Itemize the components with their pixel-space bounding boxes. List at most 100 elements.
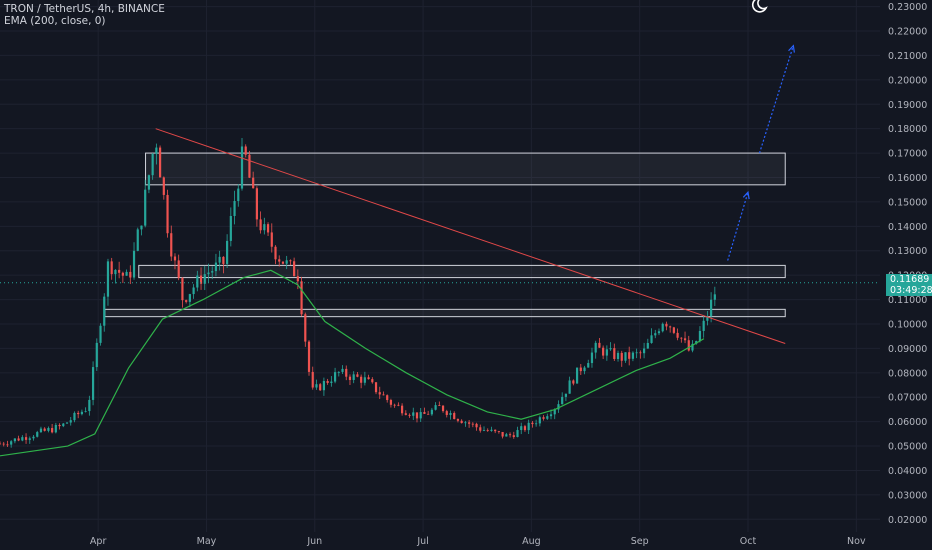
candle-down (289, 260, 292, 262)
candle-down (374, 382, 378, 393)
candle-up (188, 294, 191, 302)
candle-down (389, 400, 393, 405)
candle-up (28, 438, 31, 440)
candle-down (166, 194, 169, 234)
candle-down (423, 412, 426, 414)
moon-icon[interactable] (750, 0, 768, 14)
chart-legend: TRON / TetherUS, 4h, BINANCE EMA (200, c… (4, 3, 165, 27)
candle-up (363, 377, 366, 383)
candle-up (419, 412, 422, 419)
candle-down (367, 377, 370, 380)
candle-down (523, 426, 527, 431)
candle-down (460, 420, 463, 424)
candle-up (88, 399, 91, 412)
candle-up (568, 380, 571, 394)
candle-up (21, 437, 24, 441)
candle-down (345, 368, 348, 377)
price-axis-label: 0.16000 (888, 173, 927, 184)
candle-up (430, 409, 433, 415)
candle-up (95, 342, 98, 368)
candle-down (304, 314, 307, 342)
candle-up (464, 422, 467, 424)
ema-200-line (0, 269, 705, 457)
candle-up (616, 352, 620, 359)
candle-up (125, 271, 128, 276)
candle-down (300, 281, 303, 315)
candle-down (185, 300, 188, 302)
candle-up (609, 348, 612, 350)
candle-down (360, 376, 363, 383)
symbol-title[interactable]: TRON / TetherUS, 4h, BINANCE (4, 3, 165, 15)
price-axis-label: 0.13000 (888, 246, 927, 257)
candle-down (0, 443, 2, 445)
candle-up (214, 262, 218, 272)
candle-up (691, 343, 694, 351)
candle-down (252, 177, 255, 189)
candle-down (475, 423, 478, 428)
candle-up (650, 335, 653, 343)
candle-up (333, 372, 337, 382)
candle-up (635, 352, 638, 354)
time-axis[interactable]: Apr May Jun Jul Aug Sep Oct Nov (0, 532, 932, 550)
candle-down (598, 342, 601, 348)
candle-up (32, 436, 35, 439)
price-axis-label: 0.03000 (888, 490, 927, 501)
projection-arrow-head (788, 44, 795, 53)
candle-up (99, 325, 102, 343)
candle-down (51, 428, 54, 433)
candle-down (400, 405, 404, 414)
candle-down (356, 374, 359, 377)
candle-down (486, 430, 489, 431)
candle-up (710, 299, 713, 317)
price-axis-label: 0.05000 (888, 442, 927, 453)
time-axis-label: Jun (306, 536, 322, 547)
price-axis-label: 0.19000 (888, 100, 927, 111)
last-price-value: 0.11689 (890, 273, 930, 285)
time-axis-label: Aug (522, 536, 541, 547)
candle-down (408, 414, 411, 416)
candle-down (386, 395, 389, 401)
projection-arrows[interactable] (727, 44, 795, 261)
price-axis-label: 0.08000 (888, 368, 927, 379)
candle-down (307, 341, 311, 372)
candle-up (136, 229, 139, 251)
candle-down (199, 275, 203, 284)
candle-up (535, 423, 538, 425)
candle-up (527, 422, 530, 431)
candle-down (348, 376, 352, 380)
price-axis-label: 0.11000 (888, 295, 927, 306)
candle-down (628, 352, 631, 359)
candle-up (147, 175, 151, 190)
price-axis-label: 0.22000 (888, 27, 927, 38)
candle-up (73, 412, 76, 421)
candle-down (542, 417, 545, 419)
candle-up (10, 441, 13, 445)
descending-trendline[interactable] (155, 128, 786, 344)
price-axis-label: 0.18000 (888, 124, 927, 135)
candle-down (471, 423, 474, 425)
candle-up (575, 367, 579, 384)
candle-down (456, 419, 460, 421)
candle-up (226, 240, 229, 264)
price-axis-label: 0.06000 (888, 417, 927, 428)
ema-indicator-label[interactable]: EMA (200, close, 0) (4, 15, 106, 27)
candle-up (698, 330, 702, 342)
candle-down (497, 431, 500, 432)
candle-down (326, 380, 329, 383)
candle-up (702, 320, 705, 331)
chart-grid (0, 0, 880, 532)
candle-up (657, 331, 661, 334)
candle-down (58, 424, 61, 427)
candle-up (557, 404, 560, 410)
candle-up (546, 416, 549, 419)
candle-down (293, 261, 296, 277)
bar-countdown: 03:49:28 (890, 284, 932, 296)
candle-down (445, 411, 448, 415)
candle-up (549, 414, 553, 417)
support-resistance-zones[interactable] (104, 152, 786, 318)
candle-down (639, 352, 642, 354)
candle-up (594, 342, 597, 353)
candle-up (449, 413, 452, 415)
price-axis-label: 0.23000 (888, 2, 927, 13)
